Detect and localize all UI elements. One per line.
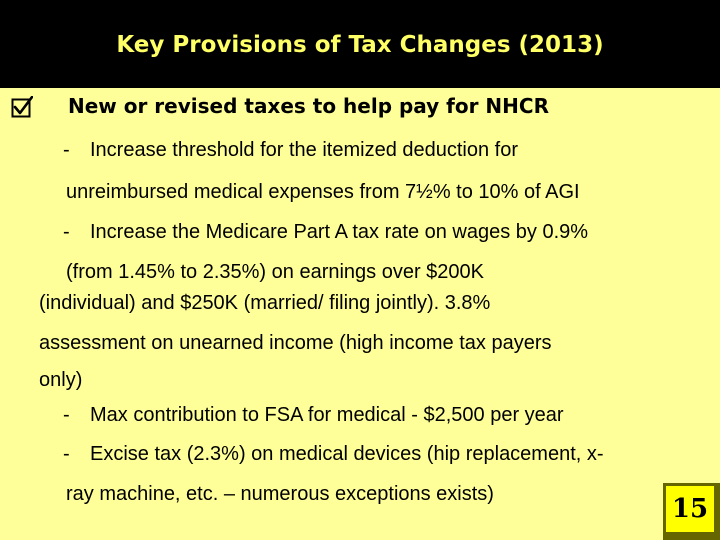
list-item: - Increase the Medicare Part A tax rate o… [63,221,588,244]
line-text: Max contribution to FSA for medical - $2… [90,404,564,426]
continuation-line: ray machine, etc. – numerous exceptions … [66,483,494,505]
page-number: 15 [671,494,709,524]
continuation-line: unreimbursed medical expenses from 7½% t… [66,181,580,203]
checkbox-icon [11,96,33,118]
line-text: Excise tax (2.3%) on medical devices (hi… [90,443,604,465]
list-item: - Excise tax (2.3%) on medical devices (h… [63,443,604,466]
continuation-line: assessment on unearned income (high inco… [39,332,552,354]
continuation-line: only) [39,369,83,391]
list-item: - Max contribution to FSA for medical - $… [63,404,564,427]
continuation-line: (from 1.45% to 2.35%) on earnings over $… [66,261,485,283]
slide-title: Key Provisions of Tax Changes (2013) [116,32,604,58]
continuation-line: (individual) and $250K (married/ filing … [39,292,491,314]
line-text: Increase the Medicare Part A tax rate on… [90,221,589,243]
line-text: Increase threshold for the itemized dedu… [90,139,519,161]
title-bar: Key Provisions of Tax Changes (2013) [0,0,720,88]
bullet-dash: - [63,443,70,465]
list-item: - Increase threshold for the itemized ded… [63,139,518,162]
section-heading: New or revised taxes to help pay for NHC… [68,94,549,118]
bullet-dash: - [63,221,70,243]
bullet-dash: - [63,404,70,426]
page-number-badge: 15 [666,486,714,532]
bullet-dash: - [63,139,70,161]
